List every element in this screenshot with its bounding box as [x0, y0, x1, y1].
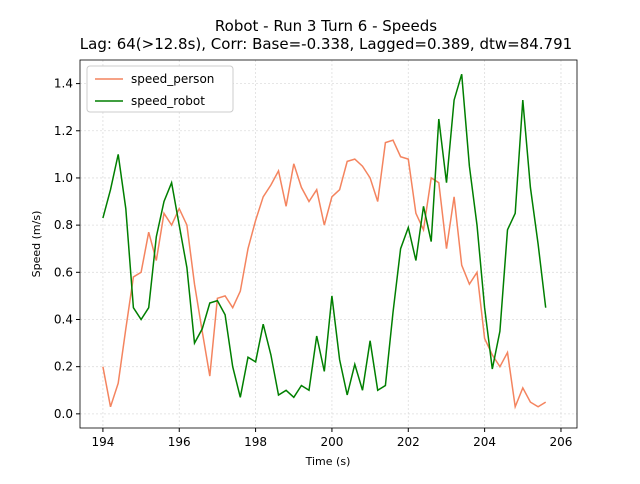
chart-title: Robot - Run 3 Turn 6 - Speeds	[215, 17, 437, 35]
x-tick-label: 200	[320, 435, 343, 449]
legend-label: speed_person	[131, 72, 214, 86]
y-axis-label: Speed (m/s)	[30, 211, 43, 278]
legend-box	[86, 65, 234, 113]
plot-frame	[79, 59, 578, 429]
y-tick-label: 1.0	[54, 171, 73, 185]
data-line	[102, 73, 547, 399]
y-tick-label: 0.0	[54, 407, 73, 421]
chart-subtitle: Lag: 64(>12.8s), Corr: Base=-0.338, Lagg…	[80, 35, 572, 53]
y-tick-label: 0.4	[54, 312, 73, 326]
x-tick-label: 196	[168, 435, 191, 449]
x-tick-label: 206	[550, 435, 573, 449]
y-tick-label: 0.8	[54, 218, 73, 232]
legend-label: speed_robot	[131, 94, 205, 108]
x-tick-label: 202	[397, 435, 420, 449]
x-tick-label: 198	[244, 435, 267, 449]
y-tick-label: 1.2	[54, 124, 73, 138]
y-tick-label: 1.4	[54, 77, 73, 91]
y-tick-label: 0.6	[54, 265, 73, 279]
legend: speed_person speed_robot	[86, 65, 234, 113]
x-tick-label: 204	[473, 435, 496, 449]
y-tick-label: 0.2	[54, 360, 73, 374]
x-tick-label: 194	[91, 435, 114, 449]
x-axis-label: Time (s)	[305, 455, 351, 468]
